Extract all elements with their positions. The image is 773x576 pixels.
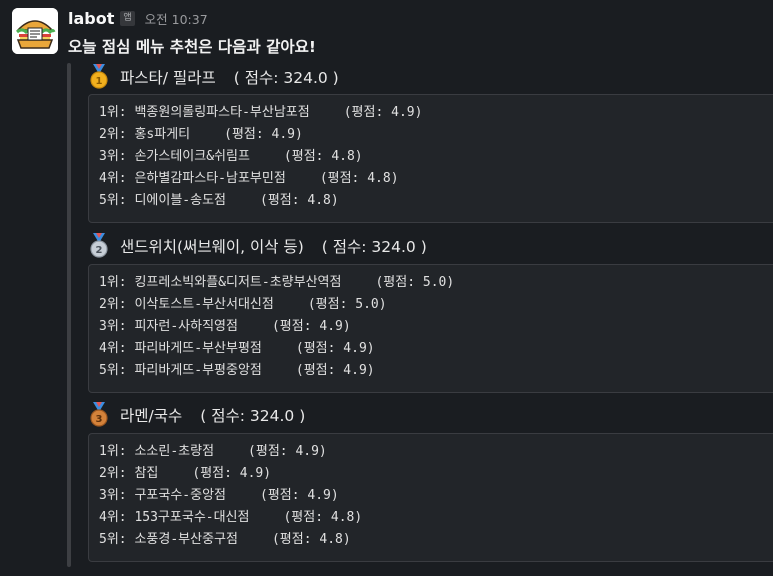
- list-item: 2위: 이삭토스트-부산서대신점 (평점: 5.0): [99, 297, 387, 312]
- list-item: 1위: 백종원의롤링파스타-부산남포점 (평점: 4.9): [99, 105, 423, 120]
- list-item: 3위: 피자런-사하직영점 (평점: 4.9): [99, 319, 351, 334]
- section-name: 파스타/ 필라프: [120, 69, 216, 87]
- list-item: 5위: 파리바게뜨-부평중앙점 (평점: 4.9): [99, 363, 375, 378]
- message-timestamp[interactable]: 오전 10:37: [144, 11, 208, 27]
- list-item: 4위: 153구포국수-대신점 (평점: 4.8): [99, 510, 363, 525]
- section-title-ramen: 3 라멘/국수 ( 점수: 324.0 ): [88, 402, 305, 428]
- list-item: 2위: 홍s파게티 (평점: 4.9): [99, 127, 303, 142]
- bot-avatar[interactable]: [12, 8, 58, 54]
- attachment-bar: [67, 63, 71, 567]
- svg-text:1: 1: [96, 76, 103, 87]
- list-item: 5위: 소풍경-부산중구점 (평점: 4.8): [99, 532, 351, 547]
- section-title-pasta: 1 파스타/ 필라프 ( 점수: 324.0 ): [88, 64, 339, 90]
- section-name: 샌드위치(써브웨이, 이삭 등): [120, 238, 304, 256]
- list-item: 4위: 은하별감파스타-남포부민점 (평점: 4.8): [99, 171, 399, 186]
- code-block-sandwich: 1위: 킹프레소빅와플&디저트-초량부산역점 (평점: 5.0) 2위: 이삭토스…: [88, 264, 773, 393]
- list-item: 2위: 참집 (평점: 4.9): [99, 466, 272, 481]
- section-score: ( 점수: 324.0 ): [200, 407, 306, 425]
- section-score: ( 점수: 324.0 ): [321, 238, 427, 256]
- section-title-sandwich: 2 샌드위치(써브웨이, 이삭 등) ( 점수: 324.0 ): [88, 233, 427, 259]
- list-item: 5위: 디에이블-송도점 (평점: 4.8): [99, 193, 339, 208]
- section-score: ( 점수: 324.0 ): [233, 69, 339, 87]
- section-name: 라멘/국수: [120, 407, 183, 425]
- silver-medal-icon: 2: [90, 233, 108, 258]
- svg-text:2: 2: [96, 245, 103, 256]
- svg-text:3: 3: [96, 414, 103, 425]
- code-block-pasta: 1위: 백종원의롤링파스타-부산남포점 (평점: 4.9) 2위: 홍s파게티 (평…: [88, 94, 773, 223]
- code-block-ramen: 1위: 소소린-초량점 (평점: 4.9) 2위: 참집 (평점: 4.9) 3위:…: [88, 433, 773, 562]
- list-item: 1위: 킹프레소빅와플&디저트-초량부산역점 (평점: 5.0): [99, 275, 455, 290]
- gold-medal-icon: 1: [90, 64, 108, 89]
- message-intro-text: 오늘 점심 메뉴 추천은 다음과 같아요!: [68, 38, 316, 56]
- list-item: 1위: 소소린-초량점 (평점: 4.9): [99, 444, 327, 459]
- sandwich-logo-icon: [12, 8, 58, 54]
- sender-name[interactable]: labot: [68, 8, 115, 28]
- message-header: labot 앱 오전 10:37: [68, 6, 208, 30]
- bronze-medal-icon: 3: [90, 402, 108, 427]
- app-badge: 앱: [120, 10, 135, 26]
- list-item: 3위: 손가스테이크&쉬림프 (평점: 4.8): [99, 149, 363, 164]
- list-item: 4위: 파리바게뜨-부산부평점 (평점: 4.9): [99, 341, 375, 356]
- list-item: 3위: 구포국수-중앙점 (평점: 4.9): [99, 488, 339, 503]
